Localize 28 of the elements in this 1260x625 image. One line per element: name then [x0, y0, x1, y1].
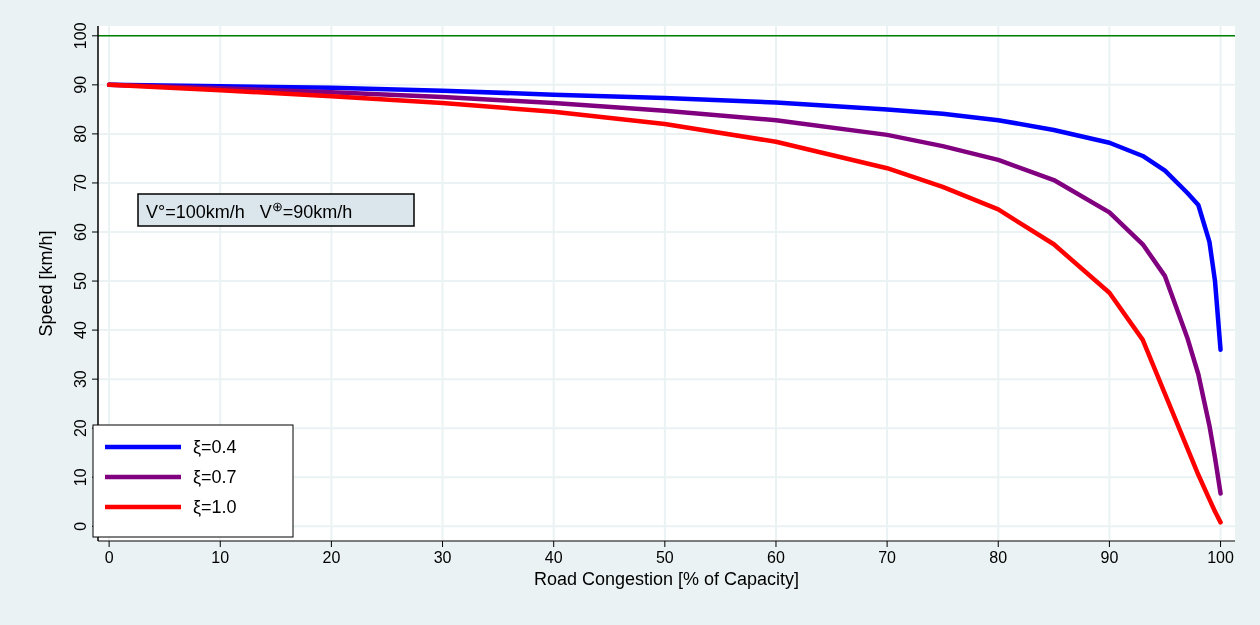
x-tick-label: 60 [767, 549, 785, 566]
x-tick-label: 20 [322, 549, 341, 566]
x-tick-label: 0 [104, 549, 114, 566]
y-tick-label: 60 [72, 223, 89, 241]
y-tick-label: 20 [72, 419, 89, 438]
x-tick-label: 80 [989, 549, 1008, 566]
y-tick-label: 100 [72, 22, 89, 50]
legend-label: ξ=0.4 [193, 437, 237, 457]
legend-label: ξ=0.7 [193, 467, 237, 487]
x-tick-label: 30 [433, 549, 452, 566]
x-tick-label: 10 [211, 549, 230, 566]
y-tick-label: 90 [72, 75, 89, 94]
y-tick-label: 80 [72, 124, 89, 143]
x-tick-label: 100 [1207, 549, 1234, 566]
x-tick-label: 70 [878, 549, 897, 566]
x-tick-label: 50 [655, 549, 674, 566]
y-tick-label: 10 [72, 468, 89, 487]
y-axis-title: Speed [km/h] [36, 230, 56, 337]
annotation: V°=100km/h V$^{⊕}$=90km/h [146, 200, 353, 222]
y-tick-label: 0 [72, 521, 89, 531]
x-tick-label: 90 [1100, 549, 1119, 566]
y-tick-label: 30 [72, 370, 89, 389]
y-tick-label: 70 [72, 173, 89, 192]
legend-label: ξ=1.0 [193, 497, 237, 517]
x-tick-label: 40 [544, 549, 563, 566]
y-tick-label: 40 [72, 321, 89, 339]
x-axis-title: Road Congestion [% of Capacity] [533, 569, 800, 589]
y-tick-label: 50 [72, 272, 89, 290]
